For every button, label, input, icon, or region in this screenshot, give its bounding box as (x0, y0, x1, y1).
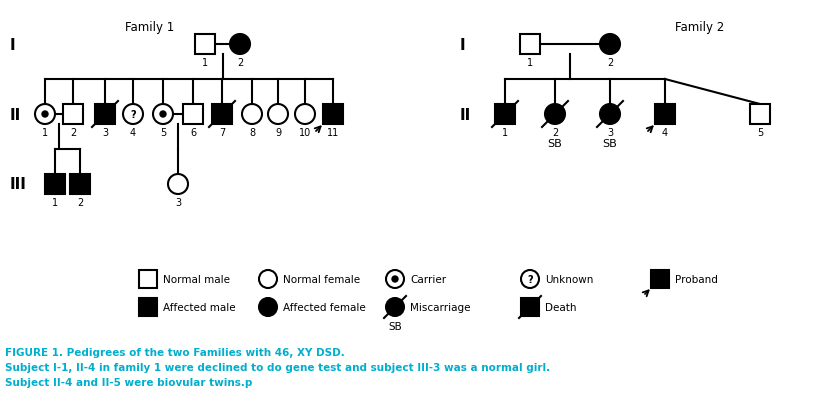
Text: 2: 2 (70, 128, 76, 138)
Text: Family 1: Family 1 (125, 20, 174, 34)
Text: SB: SB (603, 139, 618, 148)
Text: 4: 4 (662, 128, 668, 138)
Circle shape (600, 105, 620, 125)
Text: I: I (460, 37, 465, 52)
Text: Subject II-4 and II-5 were biovular twins.p: Subject II-4 and II-5 were biovular twin… (5, 377, 253, 387)
Bar (521, 298, 539, 316)
Circle shape (392, 276, 398, 282)
Text: II: II (460, 107, 471, 122)
Bar (495, 105, 515, 125)
Bar (212, 105, 232, 125)
Bar (70, 175, 90, 195)
Text: 2: 2 (77, 198, 83, 207)
Text: 2: 2 (607, 58, 614, 68)
Text: II: II (10, 107, 21, 122)
Text: Proband: Proband (675, 274, 718, 284)
Text: 6: 6 (190, 128, 196, 138)
Text: 1: 1 (52, 198, 58, 207)
Text: Family 2: Family 2 (676, 20, 725, 34)
Text: 5: 5 (160, 128, 166, 138)
Text: 1: 1 (527, 58, 533, 68)
Circle shape (123, 105, 143, 125)
Text: Unknown: Unknown (545, 274, 593, 284)
Circle shape (230, 35, 250, 55)
Text: 8: 8 (249, 128, 255, 138)
Text: 3: 3 (175, 198, 181, 207)
Text: 1: 1 (202, 58, 208, 68)
Text: Affected male: Affected male (163, 302, 236, 312)
Circle shape (242, 105, 262, 125)
Circle shape (160, 112, 166, 118)
Circle shape (600, 35, 620, 55)
Bar (63, 105, 83, 125)
Bar (139, 298, 157, 316)
Text: I: I (10, 37, 16, 52)
Text: Carrier: Carrier (410, 274, 446, 284)
Text: Affected female: Affected female (283, 302, 366, 312)
Text: Death: Death (545, 302, 577, 312)
Text: Normal female: Normal female (283, 274, 360, 284)
Bar (520, 35, 540, 55)
Text: 5: 5 (757, 128, 763, 138)
Text: FIGURE 1. Pedigrees of the two Families with 46, XY DSD.: FIGURE 1. Pedigrees of the two Families … (5, 347, 344, 357)
Bar (95, 105, 115, 125)
Circle shape (153, 105, 173, 125)
Text: SB: SB (388, 321, 402, 331)
Text: 11: 11 (327, 128, 339, 138)
Circle shape (35, 105, 55, 125)
Text: 2: 2 (552, 128, 558, 138)
Bar (655, 105, 675, 125)
Text: 4: 4 (130, 128, 136, 138)
Text: ?: ? (130, 110, 136, 120)
Text: 9: 9 (275, 128, 281, 138)
Circle shape (259, 298, 277, 316)
Circle shape (521, 270, 539, 288)
Text: Subject I-1, II-4 in family 1 were declined to do gene test and subject III-3 wa: Subject I-1, II-4 in family 1 were decli… (5, 362, 551, 372)
Text: III: III (10, 177, 27, 192)
Circle shape (42, 112, 48, 118)
Circle shape (545, 105, 565, 125)
Bar (750, 105, 770, 125)
Bar (323, 105, 343, 125)
Circle shape (168, 175, 188, 195)
Text: 2: 2 (237, 58, 243, 68)
Bar (183, 105, 203, 125)
Text: 3: 3 (102, 128, 108, 138)
Text: 1: 1 (502, 128, 508, 138)
Text: 1: 1 (42, 128, 48, 138)
Text: ?: ? (527, 274, 533, 284)
Text: Miscarriage: Miscarriage (410, 302, 470, 312)
Text: 3: 3 (607, 128, 613, 138)
Circle shape (259, 270, 277, 288)
Circle shape (386, 298, 404, 316)
Text: SB: SB (547, 139, 562, 148)
Bar (651, 270, 669, 288)
Text: Normal male: Normal male (163, 274, 230, 284)
Bar (195, 35, 215, 55)
Text: 7: 7 (219, 128, 225, 138)
Circle shape (386, 270, 404, 288)
Circle shape (268, 105, 288, 125)
Circle shape (295, 105, 315, 125)
Text: 10: 10 (299, 128, 311, 138)
Bar (139, 270, 157, 288)
Bar (45, 175, 65, 195)
